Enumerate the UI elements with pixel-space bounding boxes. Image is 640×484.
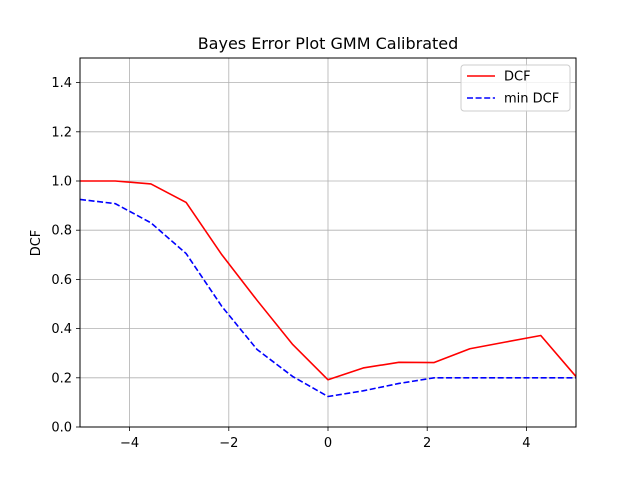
y-tick-label: 0.6	[51, 273, 72, 288]
axes-layer: −4 −2 0 2 4 0.0 0.2 0.4 0.6 0.8 1.0 1.2 1.4	[51, 57, 577, 451]
series-line-dcf	[80, 180, 577, 381]
legend-label-min-dcf: min DCF	[504, 92, 559, 107]
y-tick-label: 1.0	[51, 175, 72, 190]
series-line-min-dcf	[79, 198, 576, 398]
y-axis-label: DCF	[29, 230, 44, 257]
x-tick-label: −2	[219, 436, 238, 451]
series-layer	[79, 180, 577, 398]
y-tick-label: 0.0	[51, 421, 72, 436]
x-tick-label: 2	[423, 436, 431, 451]
chart-title: Bayes Error Plot GMM Calibrated	[198, 34, 459, 53]
legend: DCF min DCF	[460, 64, 571, 112]
y-tick-label: 0.4	[51, 322, 72, 337]
y-tick-label: 0.8	[51, 224, 72, 239]
grid-layer	[80, 58, 576, 428]
y-tick-label: 0.2	[51, 371, 72, 386]
legend-label-dcf: DCF	[504, 70, 531, 85]
x-tick-label: −4	[120, 436, 139, 451]
x-tick-label: 0	[324, 436, 332, 451]
y-tick-label: 1.4	[51, 76, 72, 91]
y-tick-label: 1.2	[51, 125, 72, 140]
x-tick-label: 4	[522, 436, 530, 451]
